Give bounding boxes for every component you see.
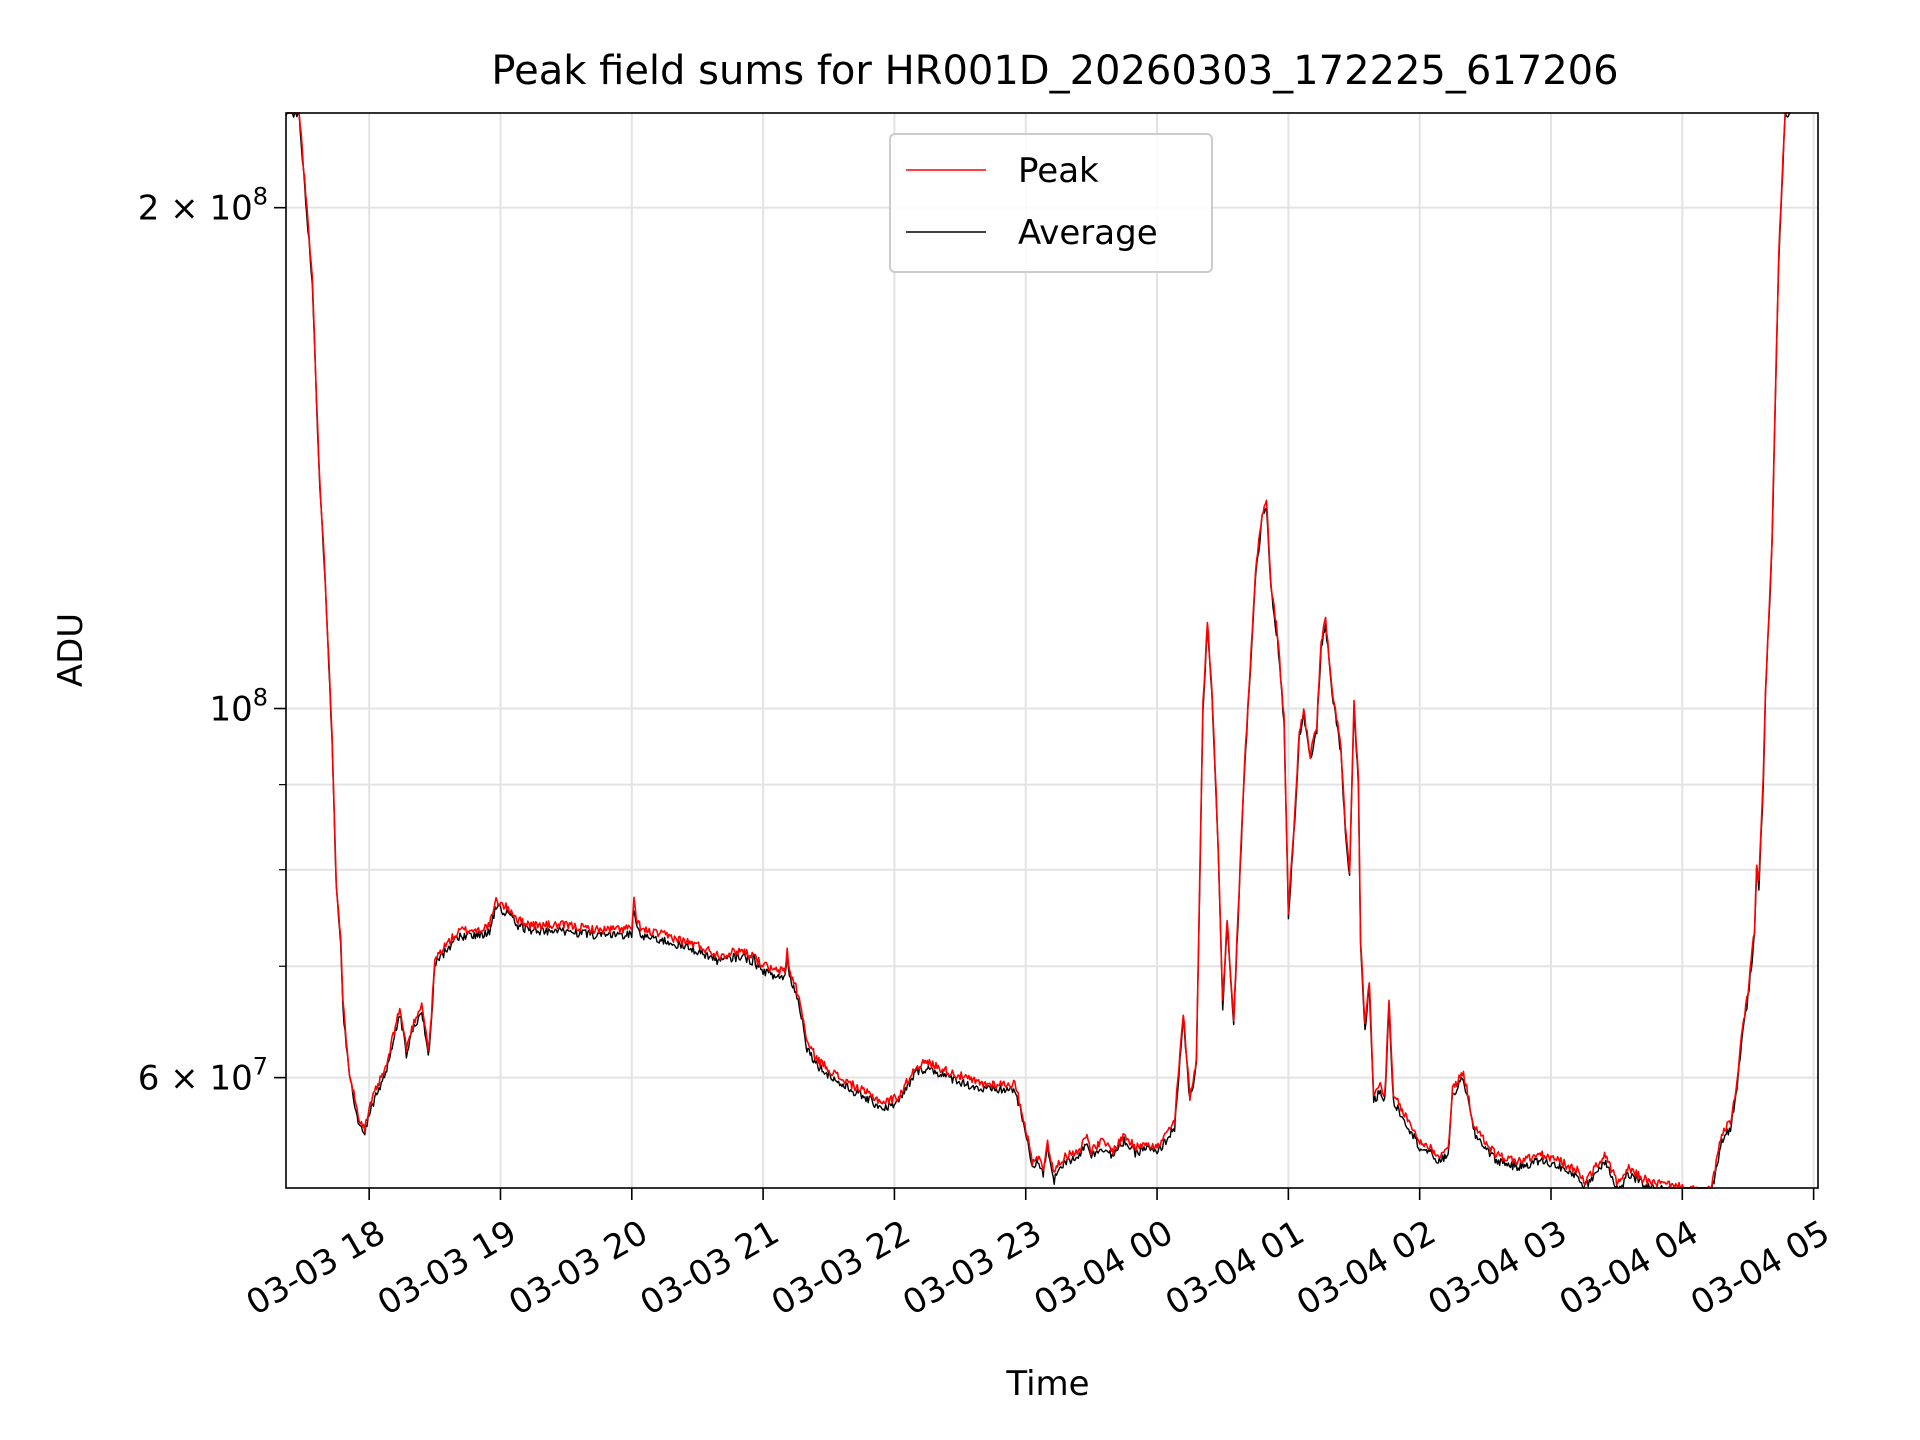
y-tick-label: 108	[209, 684, 268, 730]
plot-lines	[285, 112, 1791, 1189]
chart-title: Peak field sums for HR001D_20260303_1722…	[491, 48, 1618, 94]
y-tick-label: 2 × 108	[138, 183, 268, 229]
legend-box	[889, 133, 1213, 273]
legend: Peak Average	[889, 133, 1213, 273]
series-line-peak	[286, 112, 1791, 1189]
y-axis-label: ADU	[51, 613, 91, 687]
legend-label-peak: Peak	[1018, 151, 1099, 191]
legend-label-average: Average	[1018, 213, 1158, 253]
series-line-average	[285, 112, 1791, 1189]
y-tick-label: 6 × 107	[138, 1053, 268, 1099]
grid	[286, 113, 1818, 1188]
plot-frame	[285, 112, 1819, 1189]
x-axis-label: Time	[1005, 1364, 1089, 1404]
